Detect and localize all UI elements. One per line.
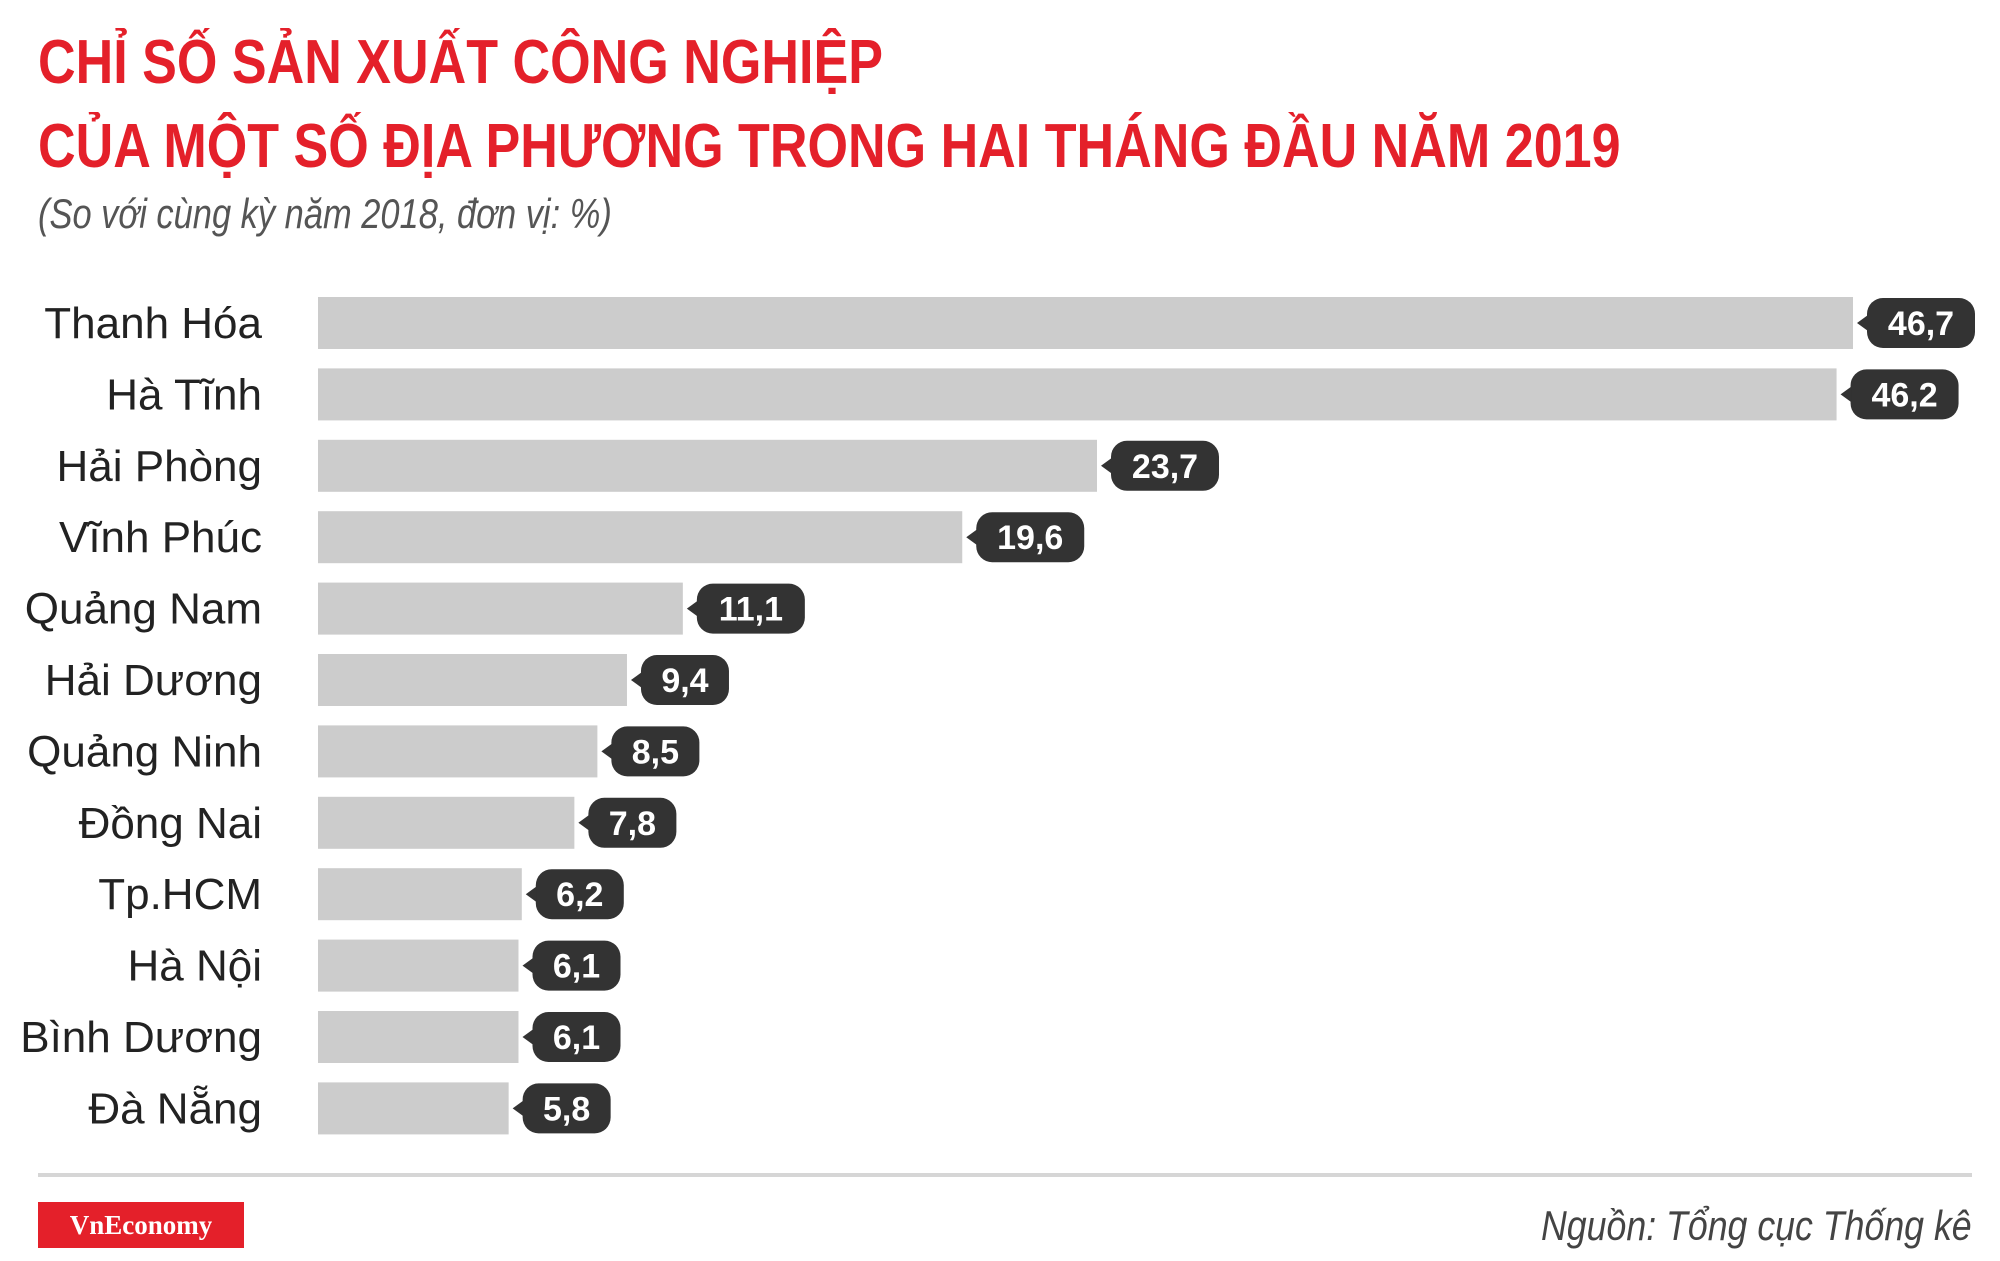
- value-badge-pointer: [522, 957, 534, 974]
- bars-layer: Thanh Hóa 46,7 Hà Tĩnh 46,2 Hải Phòng 23,7 Vĩn…: [20, 297, 1975, 1135]
- bar: [318, 796, 575, 849]
- value-badge-pointer: [512, 1100, 524, 1117]
- bar: [318, 939, 519, 992]
- value-label: 23,7: [1132, 448, 1198, 486]
- category-label: Bình Dương: [20, 1013, 262, 1062]
- bar: [318, 439, 1098, 492]
- source-note: Nguồn: Tổng cục Thống kê: [1541, 1202, 1972, 1249]
- bar: [318, 368, 1837, 421]
- value-label: 8,5: [632, 733, 679, 771]
- bar-row: Vĩnh Phúc 19,6: [59, 511, 1085, 564]
- value-label: 9,4: [661, 662, 708, 700]
- value-badge-pointer: [686, 600, 698, 617]
- bar-row: Đà Nẵng 5,8: [88, 1082, 611, 1135]
- value-badge: [1867, 298, 1975, 348]
- category-label: Vĩnh Phúc: [59, 513, 262, 562]
- bar-row: Hải Dương 9,4: [45, 654, 729, 706]
- vneconomy-logo: VnEconomy: [38, 1202, 244, 1248]
- bar-row: Hà Tĩnh 46,2: [106, 368, 1959, 421]
- value-badge-pointer: [522, 1029, 534, 1045]
- bar: [318, 582, 683, 635]
- value-label: 19,6: [997, 519, 1063, 557]
- value-label: 7,8: [609, 805, 656, 843]
- bar: [318, 868, 522, 921]
- category-label: Tp.HCM: [98, 870, 262, 919]
- value-badge-pointer: [1857, 315, 1868, 331]
- value-badge: [535, 869, 624, 920]
- category-label: Hải Phòng: [57, 442, 262, 491]
- category-label: Đồng Nai: [79, 799, 262, 848]
- bar-row: Tp.HCM 6,2: [98, 868, 624, 921]
- value-label: 6,1: [553, 948, 600, 986]
- value-badge-pointer: [578, 814, 590, 831]
- bar-chart: Thanh Hóa 46,7 Hà Tĩnh 46,2 Hải Phòng 23,7 Vĩn…: [20, 297, 1975, 1135]
- value-badge-pointer: [1101, 457, 1113, 474]
- bar-row: Quảng Ninh 8,5: [27, 725, 700, 778]
- value-label: 46,2: [1871, 376, 1937, 414]
- bar-row: Quảng Nam 11,1: [25, 582, 805, 635]
- value-label: 6,2: [556, 876, 603, 914]
- value-label: 11,1: [719, 591, 783, 629]
- value-badge-pointer: [966, 529, 978, 546]
- bar: [318, 1011, 519, 1063]
- value-badge: [976, 512, 1085, 563]
- value-badge: [522, 1083, 611, 1134]
- category-label: Quảng Ninh: [27, 727, 262, 776]
- bar-row: Hải Phòng 23,7: [57, 439, 1220, 492]
- bar: [318, 1082, 509, 1135]
- bar: [318, 297, 1853, 349]
- bar: [318, 725, 598, 778]
- footer-divider: [38, 1173, 1972, 1177]
- bar-row: Bình Dương 6,1: [20, 1011, 621, 1063]
- bar-row: Thanh Hóa 46,7: [44, 297, 1975, 349]
- value-badge: [532, 940, 621, 991]
- bar: [318, 654, 627, 706]
- value-badge: [640, 655, 729, 705]
- value-badge: [1850, 369, 1959, 420]
- chart-subtitle: (So với cùng kỳ năm 2018, đơn vị: %): [38, 190, 612, 237]
- value-badge: [696, 583, 805, 634]
- value-label: 5,8: [543, 1090, 590, 1128]
- value-badge: [611, 726, 700, 777]
- bar: [318, 511, 963, 564]
- value-label: 46,7: [1888, 305, 1954, 343]
- bar-row: Hà Nội 6,1: [128, 939, 621, 992]
- category-label: Đà Nẵng: [88, 1084, 262, 1133]
- value-badge: [1111, 440, 1220, 491]
- chart-title-line-2: CỦA MỘT SỐ ĐỊA PHƯƠNG TRONG HAI THÁNG ĐẦ…: [38, 112, 1621, 181]
- category-label: Hải Dương: [45, 656, 262, 705]
- category-label: Quảng Nam: [25, 585, 262, 634]
- value-badge-pointer: [601, 743, 613, 760]
- category-label: Hà Tĩnh: [106, 370, 262, 419]
- category-label: Thanh Hóa: [44, 299, 262, 348]
- value-badge-pointer: [525, 886, 537, 903]
- value-badge: [532, 1012, 621, 1062]
- value-badge-pointer: [1840, 386, 1852, 403]
- chart-title-line-1: CHỈ SỐ SẢN XUẤT CÔNG NGHIỆP: [38, 28, 883, 97]
- value-badge: [588, 797, 677, 848]
- value-badge-pointer: [630, 672, 642, 688]
- bar-row: Đồng Nai 7,8: [79, 796, 677, 849]
- category-label: Hà Nội: [128, 942, 263, 991]
- value-label: 6,1: [553, 1019, 600, 1057]
